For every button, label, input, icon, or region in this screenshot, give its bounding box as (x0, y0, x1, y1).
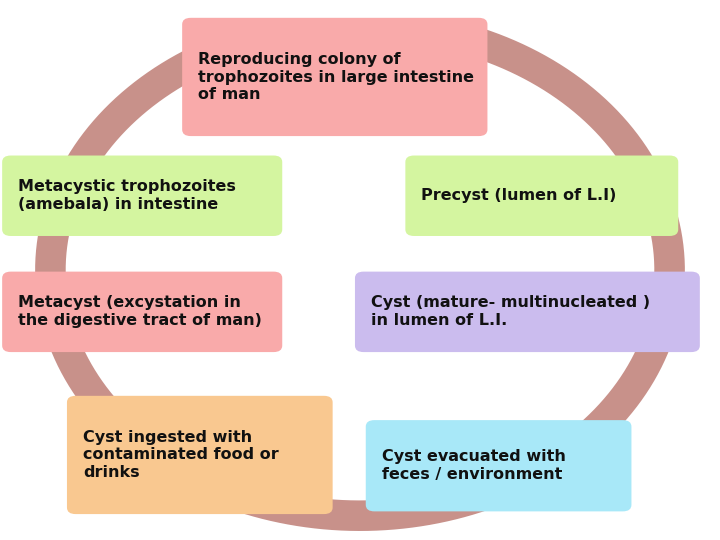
FancyBboxPatch shape (2, 272, 282, 352)
Text: Reproducing colony of
trophozoites in large intestine
of man: Reproducing colony of trophozoites in la… (198, 52, 474, 102)
FancyBboxPatch shape (405, 156, 678, 236)
Text: Cyst evacuated with
feces / environment: Cyst evacuated with feces / environment (382, 449, 565, 482)
Text: Precyst (lumen of L.I): Precyst (lumen of L.I) (421, 188, 616, 203)
FancyBboxPatch shape (67, 396, 333, 514)
Text: Cyst (mature- multinucleated )
in lumen of L.I.: Cyst (mature- multinucleated ) in lumen … (371, 295, 650, 328)
FancyBboxPatch shape (182, 18, 487, 136)
Text: Metacyst (excystation in
the digestive tract of man): Metacyst (excystation in the digestive t… (18, 295, 262, 328)
FancyBboxPatch shape (2, 156, 282, 236)
FancyBboxPatch shape (366, 420, 631, 511)
Text: Metacystic trophozoites
(amebala) in intestine: Metacystic trophozoites (amebala) in int… (18, 179, 236, 212)
FancyBboxPatch shape (355, 272, 700, 352)
Text: Cyst ingested with
contaminated food or
drinks: Cyst ingested with contaminated food or … (83, 430, 279, 480)
